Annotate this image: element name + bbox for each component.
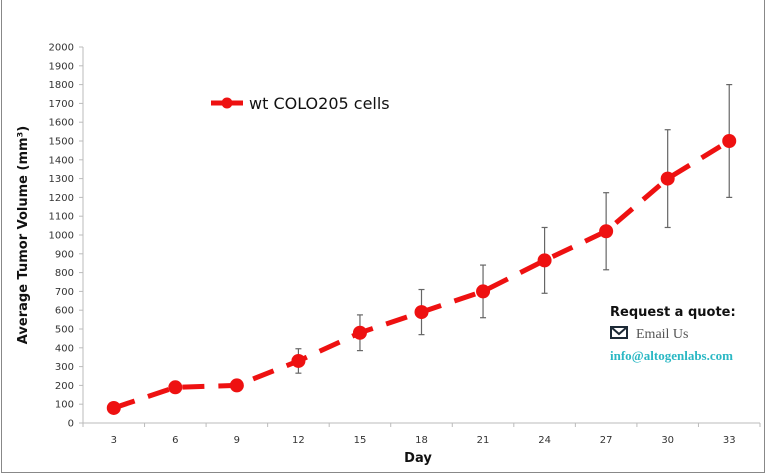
y-tick-label: 600 — [55, 306, 74, 317]
x-tick-label: 9 — [234, 435, 240, 446]
y-tick-label: 800 — [55, 268, 74, 279]
data-point — [229, 378, 244, 393]
y-tick-label: 300 — [55, 362, 74, 373]
data-point — [722, 134, 737, 148]
data-point — [599, 224, 614, 239]
y-tick-label: 1000 — [49, 231, 74, 242]
x-tick-label: 6 — [172, 435, 178, 446]
data-point — [476, 284, 491, 299]
y-tick-label: 700 — [55, 287, 74, 298]
y-tick-label: 1600 — [49, 118, 74, 129]
y-tick-label: 1200 — [49, 193, 74, 204]
data-point — [352, 325, 367, 340]
y-tick-label: 100 — [55, 400, 74, 411]
x-tick-label: 24 — [538, 435, 551, 446]
x-tick-label: 33 — [723, 435, 736, 446]
x-tick-label: 15 — [354, 435, 367, 446]
data-point — [291, 353, 306, 368]
y-tick-label: 1800 — [49, 80, 74, 91]
y-tick-label: 1400 — [49, 155, 74, 166]
y-tick-label: 200 — [55, 381, 74, 392]
x-tick-label: 27 — [600, 435, 613, 446]
x-axis-label: Day — [404, 451, 432, 466]
data-point — [168, 380, 183, 395]
data-point — [106, 400, 121, 415]
y-tick-label: 0 — [68, 419, 74, 430]
y-tick-label: 1900 — [49, 61, 74, 72]
legend-marker — [221, 97, 233, 109]
x-tick-label: 18 — [415, 435, 428, 446]
email-address-link[interactable]: info@altogenlabs.com — [610, 348, 733, 363]
data-point — [660, 171, 675, 186]
y-tick-label: 500 — [55, 325, 74, 336]
y-tick-label: 2000 — [49, 43, 74, 54]
envelope-icon — [610, 326, 628, 344]
y-axis-label: Average Tumor Volume (mm³) — [16, 126, 31, 344]
request-quote-box: Request a quote: Email Us info@altogenla… — [610, 305, 736, 364]
x-tick-label: 12 — [292, 435, 305, 446]
series-line — [112, 138, 731, 411]
x-tick-label: 30 — [661, 435, 674, 446]
y-tick-label: 1100 — [49, 212, 74, 223]
y-tick-label: 400 — [55, 343, 74, 354]
y-tick-label: 900 — [55, 249, 74, 260]
x-tick-label: 21 — [477, 435, 490, 446]
email-us-link[interactable]: Email Us — [610, 326, 736, 344]
y-tick-label: 1700 — [49, 99, 74, 110]
request-quote-title: Request a quote: — [610, 305, 736, 320]
legend: wt COLO205 cells — [211, 94, 390, 113]
x-tick-label: 3 — [111, 435, 117, 446]
legend-label: wt COLO205 cells — [249, 94, 390, 113]
y-tick-label: 1500 — [49, 137, 74, 148]
y-tick-label: 1300 — [49, 174, 74, 185]
data-point — [414, 305, 429, 320]
data-point — [537, 253, 552, 268]
email-us-label: Email Us — [636, 327, 689, 342]
